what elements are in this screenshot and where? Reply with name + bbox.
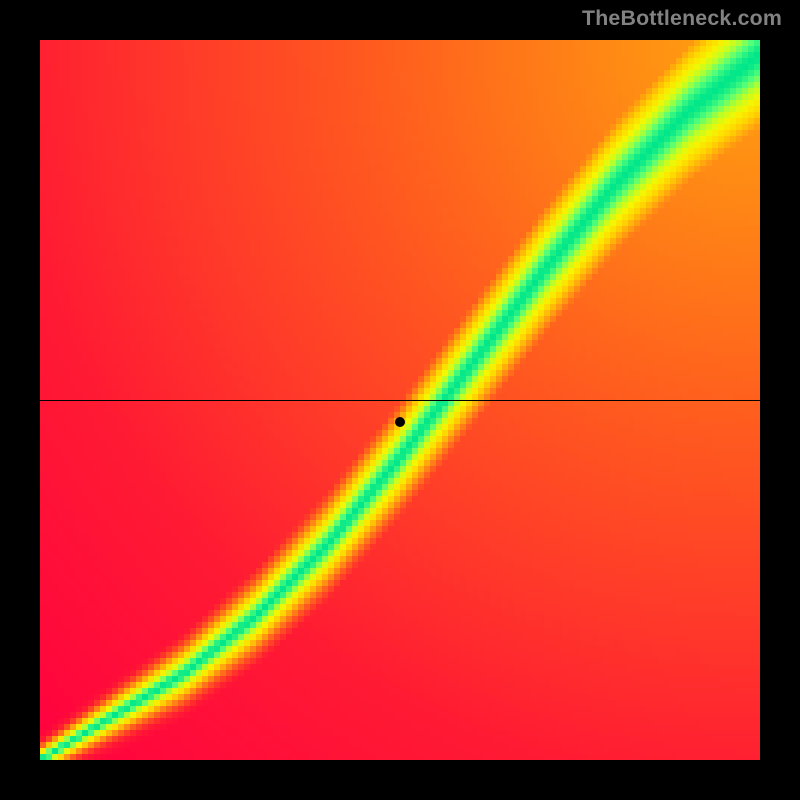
chart-container: TheBottleneck.com [0, 0, 800, 800]
heatmap-plot [40, 40, 760, 760]
crosshair-horizontal [40, 400, 760, 401]
focus-marker [395, 417, 405, 427]
watermark-text: TheBottleneck.com [582, 6, 782, 31]
